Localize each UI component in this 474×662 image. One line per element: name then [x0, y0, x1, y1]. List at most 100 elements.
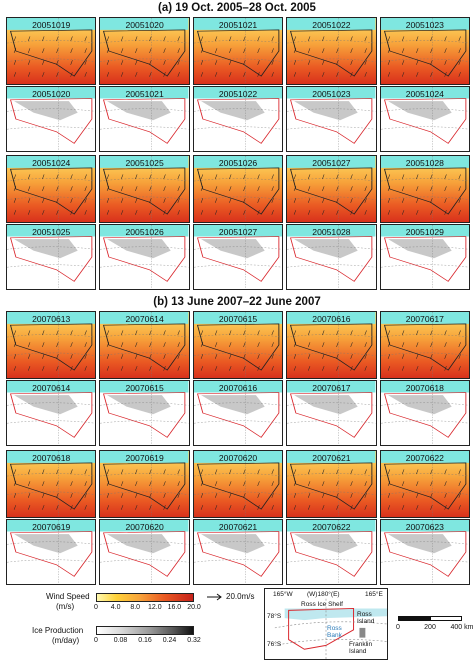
wind-vector [308, 469, 311, 475]
latitude-line [287, 264, 376, 268]
wind-vector [42, 469, 45, 475]
polynya-outline [383, 392, 466, 438]
wind-vector [121, 469, 124, 475]
ice-production-tile: 20051022 [192, 86, 284, 152]
latitude-line [7, 178, 96, 182]
wind-vector [121, 174, 124, 180]
tile-date: 20051026 [125, 227, 164, 237]
wind-vector [177, 198, 181, 203]
ice-production-tile: 20051027 [192, 224, 284, 290]
wind-vector [107, 36, 110, 42]
wind-vector [228, 330, 232, 336]
wind-vector [322, 342, 325, 348]
wind-vector [42, 354, 45, 359]
wind-vector [387, 330, 390, 336]
inset-map-graphic [265, 598, 387, 659]
latitude-line [287, 108, 376, 112]
wind-vector [322, 60, 325, 65]
ice-production-tile: 20070619 [6, 519, 97, 585]
wind-vector [42, 174, 45, 180]
wind-vector [107, 469, 110, 475]
wind-vector [135, 354, 138, 359]
wind-vector [70, 493, 73, 498]
wind-vector [228, 72, 232, 77]
wind-vector [294, 186, 297, 192]
wind-vector [135, 210, 138, 215]
wind-vector [257, 48, 260, 54]
wind-vector [415, 186, 419, 192]
wind-vector [322, 72, 325, 77]
wind-vector [107, 481, 110, 487]
wind-vector [401, 36, 404, 42]
ice-map-overlay [380, 381, 470, 445]
polynya-outline [9, 392, 93, 438]
wind-vector [458, 174, 461, 180]
wind-vector [163, 60, 167, 65]
wind-vector [458, 481, 461, 487]
wind-vector [308, 48, 311, 54]
section-b-ice-row-2: 20070619 20070620 20070621 20070622 2007… [6, 519, 471, 585]
latitude-line [7, 491, 96, 495]
ice-map-overlay [7, 381, 96, 445]
wind-vector [84, 469, 87, 475]
wind-vector [214, 354, 218, 359]
ice-production-ticks: 0 0.08 0.16 0.24 0.32 [94, 637, 201, 646]
wind-vector [200, 366, 203, 371]
wind-vector [107, 342, 110, 348]
wind-vector [214, 493, 218, 498]
wind-vector [444, 481, 447, 487]
wind-vector [13, 354, 17, 359]
open-ocean-region [380, 451, 470, 463]
latitude-line [100, 541, 189, 545]
wind-vector [13, 342, 17, 348]
ice-production-tile: 20051021 [99, 86, 190, 152]
wind-tick: 12.0 [147, 604, 162, 611]
wind-vector [308, 72, 311, 77]
latitude-line [100, 108, 189, 112]
wind-vector [257, 36, 260, 42]
wind-vector [387, 186, 390, 192]
wind-vector [336, 342, 339, 348]
polynya-outline [9, 462, 93, 510]
ice-tick: 0.24 [162, 637, 177, 644]
latitude-line [7, 40, 96, 44]
wind-vector [322, 36, 325, 42]
open-ocean-region [380, 87, 470, 99]
open-ocean-region [287, 156, 376, 168]
wind-vector [56, 36, 59, 42]
ice-production-unit: (m/day) [52, 636, 80, 645]
ice-production-tile: 20051028 [286, 224, 377, 290]
wind-map-overlay [380, 18, 470, 84]
wind-vector [84, 481, 87, 487]
wind-vector [294, 198, 297, 203]
wind-vector [415, 36, 419, 42]
wind-vector [27, 186, 31, 192]
tile-date: 20051023 [312, 89, 351, 99]
open-ocean-region [7, 312, 96, 324]
polynya-outline [9, 29, 93, 77]
latitude-line [380, 473, 470, 477]
wind-vector [322, 198, 325, 203]
polynya-outline [196, 531, 280, 577]
wind-map-tile: 20051024 [6, 155, 97, 223]
wind-vector [364, 493, 368, 498]
wind-tick: 16.0 [167, 604, 182, 611]
wind-vector [107, 330, 110, 336]
tile-date: 20051029 [405, 227, 444, 237]
wind-vector [163, 481, 167, 487]
wind-vector [458, 48, 461, 54]
wind-vector [214, 48, 218, 54]
wind-vector [27, 505, 31, 510]
wind-vector [27, 36, 31, 42]
arrow-icon [207, 593, 222, 601]
wind-vector [84, 36, 87, 42]
latitude-line [380, 246, 470, 250]
wind-vector [135, 186, 138, 192]
wind-map-overlay [287, 18, 376, 84]
wind-vector [401, 174, 404, 180]
wind-vector [294, 505, 297, 510]
wind-vector [444, 36, 447, 42]
ice-production-shading [294, 239, 358, 259]
latitude-line [287, 334, 376, 338]
wind-map-tile: 20070617 [379, 311, 471, 379]
